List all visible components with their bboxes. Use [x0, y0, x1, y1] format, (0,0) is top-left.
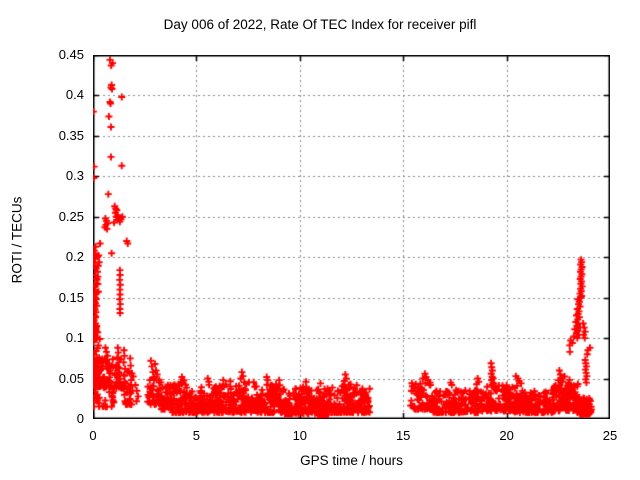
x-tick-label: 0 — [89, 428, 97, 443]
y-tick-label: 0.05 — [58, 370, 84, 386]
y-tick-label: 0 — [76, 411, 84, 426]
y-tick-label: 0.3 — [65, 168, 84, 184]
y-tick-label: 0.45 — [58, 47, 84, 62]
x-tick-label: 25 — [602, 428, 618, 443]
x-tick-label: 5 — [192, 428, 200, 443]
x-tick-label: 10 — [292, 428, 308, 443]
y-tick-label: 0.15 — [58, 289, 84, 305]
x-tick-label: 15 — [395, 428, 411, 443]
y-tick-label: 0.4 — [65, 87, 84, 103]
chart-title: Day 006 of 2022, Rate Of TEC Index for r… — [163, 17, 477, 32]
x-axis-label: GPS time / hours — [300, 453, 403, 468]
y-tick-label: 0.2 — [65, 249, 84, 265]
y-tick-label: 0.25 — [58, 208, 84, 224]
y-tick-label: 0.35 — [58, 127, 84, 143]
plot-canvas — [93, 55, 610, 419]
y-tick-label: 0.1 — [65, 330, 84, 346]
x-tick-label: 20 — [499, 428, 514, 443]
